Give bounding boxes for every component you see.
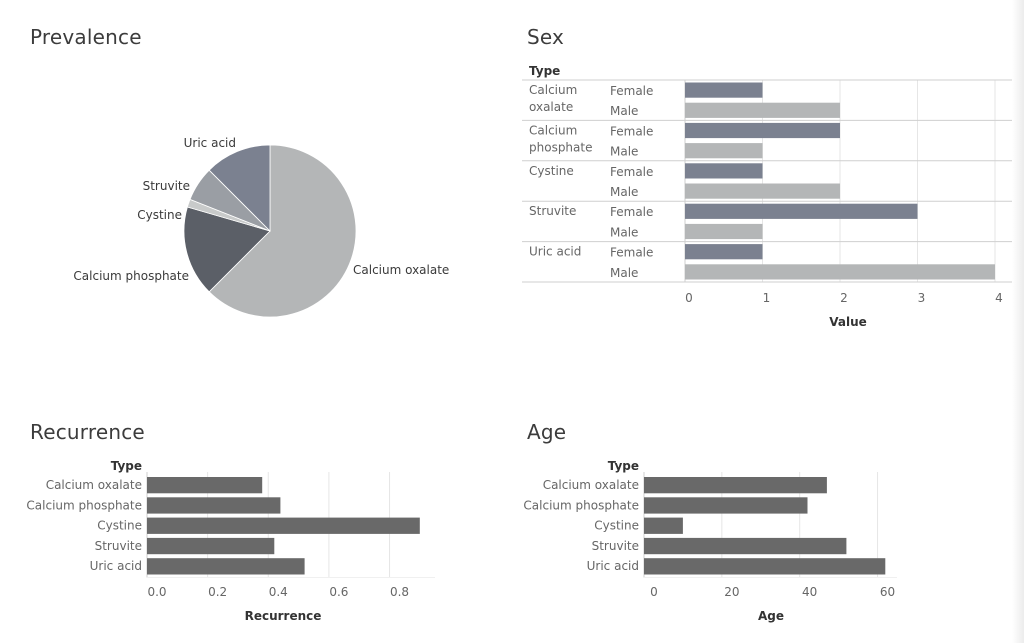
sex-bar [685, 143, 763, 159]
recurrence-x-tick: 0.0 [147, 585, 166, 599]
recurrence-title: Recurrence [30, 420, 145, 444]
sex-bar [685, 82, 763, 98]
sex-row-label: Male [610, 266, 638, 280]
recurrence-x-tick: 0.4 [269, 585, 288, 599]
sex-type-label: phosphate [529, 140, 592, 154]
recurrence-bar [147, 558, 305, 575]
age-bar [644, 477, 827, 494]
age-bar [644, 537, 847, 555]
sex-row-label: Male [610, 225, 638, 239]
age-x-tick: 60 [880, 585, 895, 599]
sex-type-label: Struvite [529, 204, 576, 218]
sex-row-label: Female [610, 124, 653, 138]
sex-type-label: oxalate [529, 100, 573, 114]
sex-row-label: Female [610, 165, 653, 179]
age-bar [644, 517, 683, 534]
recurrence-category-label: Uric acid [90, 559, 142, 573]
recurrence-bar [147, 517, 420, 534]
pie-slice-label: Struvite [143, 179, 190, 193]
pie-slice-label: Calcium oxalate [353, 263, 449, 277]
window-edge [1012, 0, 1024, 643]
pie-slice [183, 206, 271, 293]
age-x-tick: 0 [650, 585, 658, 599]
sex-row-label: Male [610, 185, 638, 199]
sex-x-tick: 2 [840, 291, 848, 305]
prevalence-title: Prevalence [30, 25, 142, 49]
pie-slice-label: Cystine [137, 208, 182, 222]
age-bar [644, 558, 886, 575]
age-row-header: Type [608, 459, 639, 473]
sex-row-label: Female [610, 84, 653, 98]
sex-bar [685, 264, 995, 280]
age-category-label: Calcium oxalate [543, 478, 639, 492]
recurrence-bar [147, 497, 281, 514]
sex-bar [685, 203, 918, 219]
recurrence-category-label: Cystine [97, 519, 142, 533]
recurrence-bar [147, 477, 263, 494]
sex-row-label: Male [610, 104, 638, 118]
age-x-axis-title: Age [758, 609, 784, 623]
age-x-tick: 40 [802, 585, 817, 599]
sex-type-label: Uric acid [529, 245, 581, 259]
sex-type-label: Calcium [529, 83, 577, 97]
sex-bar [685, 183, 840, 199]
age-bar [644, 497, 808, 514]
pie-slice [208, 144, 357, 318]
age-title: Age [527, 420, 567, 444]
sex-bar [685, 122, 840, 139]
age-x-tick: 20 [724, 585, 739, 599]
recurrence-bar [147, 537, 275, 555]
sex-row-header: Type [529, 64, 560, 78]
sex-type-label: Cystine [529, 164, 574, 178]
recurrence-category-label: Struvite [95, 539, 142, 553]
recurrence-x-tick: 0.6 [329, 585, 348, 599]
sex-x-tick: 0 [685, 291, 693, 305]
pie-slice-label: Uric acid [184, 136, 236, 150]
age-category-label: Cystine [594, 519, 639, 533]
recurrence-row-header: Type [111, 459, 142, 473]
recurrence-category-label: Calcium oxalate [46, 478, 142, 492]
sex-x-tick: 1 [763, 291, 771, 305]
recurrence-x-tick: 0.2 [208, 585, 227, 599]
recurrence-x-tick: 0.8 [390, 585, 409, 599]
age-category-label: Uric acid [587, 559, 639, 573]
pie-slice-label: Calcium phosphate [73, 269, 189, 283]
sex-title: Sex [527, 25, 565, 49]
sex-type-label: Calcium [529, 123, 577, 137]
sex-row-label: Female [610, 246, 653, 260]
sex-bar [685, 163, 763, 179]
recurrence-category-label: Calcium phosphate [26, 498, 142, 512]
sex-x-tick: 4 [995, 291, 1003, 305]
sex-row-label: Female [610, 205, 653, 219]
sex-bar [685, 244, 763, 260]
sex-bar [685, 102, 840, 118]
sex-x-axis-title: Value [829, 315, 867, 329]
sex-bar [685, 223, 763, 240]
recurrence-x-axis-title: Recurrence [245, 609, 322, 623]
age-category-label: Calcium phosphate [523, 498, 639, 512]
pie-slice [208, 144, 271, 232]
sex-row-label: Male [610, 145, 638, 159]
age-category-label: Struvite [592, 539, 639, 553]
sex-x-tick: 3 [918, 291, 926, 305]
